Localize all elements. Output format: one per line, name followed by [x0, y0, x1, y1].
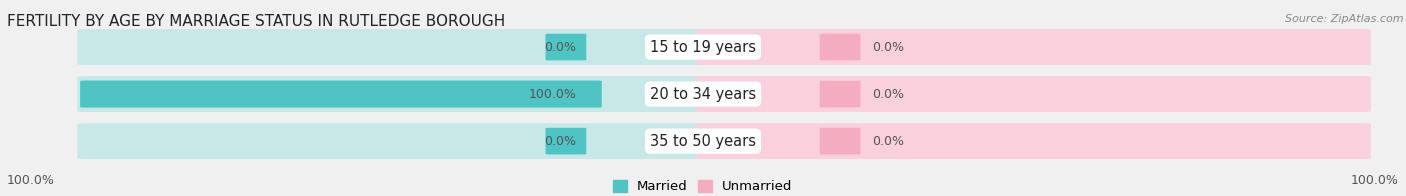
Text: FERTILITY BY AGE BY MARRIAGE STATUS IN RUTLEDGE BOROUGH: FERTILITY BY AGE BY MARRIAGE STATUS IN R…: [7, 14, 505, 29]
FancyBboxPatch shape: [77, 29, 710, 65]
FancyBboxPatch shape: [80, 81, 602, 108]
Text: 100.0%: 100.0%: [529, 88, 576, 101]
FancyBboxPatch shape: [696, 123, 1371, 159]
Legend: Married, Unmarried: Married, Unmarried: [613, 180, 793, 193]
FancyBboxPatch shape: [546, 128, 586, 154]
FancyBboxPatch shape: [77, 123, 710, 159]
FancyBboxPatch shape: [696, 76, 1371, 112]
Text: 0.0%: 0.0%: [544, 41, 576, 54]
Text: Source: ZipAtlas.com: Source: ZipAtlas.com: [1285, 14, 1403, 24]
Text: 0.0%: 0.0%: [872, 88, 904, 101]
Text: 20 to 34 years: 20 to 34 years: [650, 87, 756, 102]
FancyBboxPatch shape: [820, 128, 860, 154]
FancyBboxPatch shape: [820, 34, 860, 60]
Text: 0.0%: 0.0%: [544, 135, 576, 148]
Text: 0.0%: 0.0%: [872, 41, 904, 54]
FancyBboxPatch shape: [77, 76, 710, 112]
Text: 100.0%: 100.0%: [7, 174, 55, 187]
Text: 0.0%: 0.0%: [872, 135, 904, 148]
Text: 100.0%: 100.0%: [1351, 174, 1399, 187]
Text: 35 to 50 years: 35 to 50 years: [650, 134, 756, 149]
FancyBboxPatch shape: [546, 34, 586, 60]
Text: 15 to 19 years: 15 to 19 years: [650, 40, 756, 54]
FancyBboxPatch shape: [820, 81, 860, 107]
FancyBboxPatch shape: [696, 29, 1371, 65]
